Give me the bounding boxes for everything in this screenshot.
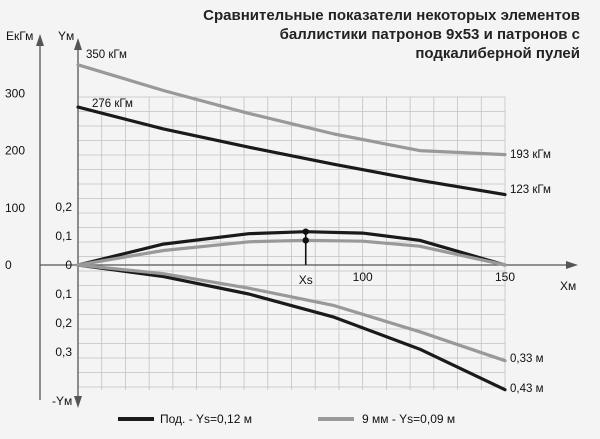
x-axis-arrow (566, 261, 578, 269)
energy-tick-label: 100 (5, 201, 25, 215)
legend: Под. - Ys=0,12 м 9 мм - Ys=0,09 м (118, 412, 455, 426)
chart-title: Сравнительные показатели некоторых элеме… (203, 7, 580, 62)
x-axis-label: Xм (560, 279, 576, 293)
tick-labels: ЕкГм Yм -Yм Xм 0 100 200 300 0,2 0,1 0 0,1 0,2 0,3 100… (5, 29, 576, 408)
drop-grey-end-label: 0,33 м (510, 353, 544, 365)
y-axis-arrow-down (74, 396, 82, 408)
energy-axis-arrow (36, 34, 44, 46)
energy-axis-label: ЕкГм (6, 29, 33, 43)
y-axis-label-bottom: -Yм (52, 394, 72, 408)
title-line: подкалиберной пулей (415, 45, 580, 62)
title-line: баллистики патронов 9x53 и патронов с (280, 26, 580, 43)
xs-marker-dot (302, 228, 309, 235)
x-tick-label: 150 (495, 270, 515, 284)
y-tick-label: 0,1 (55, 229, 72, 243)
drop-black-end-label: 0,43 м (510, 383, 544, 395)
legend-label: Под. - Ys=0,12 м (160, 412, 252, 426)
title-line: Сравнительные показатели некоторых элеме… (203, 7, 580, 24)
y-axis-arrow-up (74, 38, 82, 50)
xs-marker-dot (302, 237, 309, 244)
drop-line (76, 263, 507, 392)
x-tick-label: 100 (353, 270, 373, 284)
y-tick-label: 0 (65, 258, 72, 272)
annotations: Xs 350 кГм 276 кГм 193 кГм 123 кГм 0,33 м 0,43… (86, 49, 551, 395)
drop-line (76, 263, 507, 363)
energy-line (76, 63, 507, 157)
energy-line (76, 105, 507, 197)
y-tick-label: 0,1 (55, 287, 72, 301)
y-axis-label-top: Yм (58, 29, 74, 43)
energy-tick-label: 0 (5, 258, 12, 272)
axes (36, 34, 578, 408)
energy-black-end-label: 123 кГм (510, 184, 551, 196)
xs-label: Xs (299, 273, 313, 287)
energy-grey-start-label: 350 кГм (86, 49, 127, 61)
y-tick-label: 0,2 (55, 200, 72, 214)
energy-tick-label: 200 (5, 144, 25, 158)
y-tick-label: 0,3 (55, 345, 72, 359)
legend-label: 9 мм - Ys=0,09 м (362, 412, 455, 426)
energy-tick-label: 300 (5, 86, 25, 100)
energy-grey-end-label: 193 кГм (510, 149, 551, 161)
y-tick-label: 0,2 (55, 316, 72, 330)
grid (77, 96, 506, 390)
energy-black-start-label: 276 кГм (92, 98, 133, 110)
